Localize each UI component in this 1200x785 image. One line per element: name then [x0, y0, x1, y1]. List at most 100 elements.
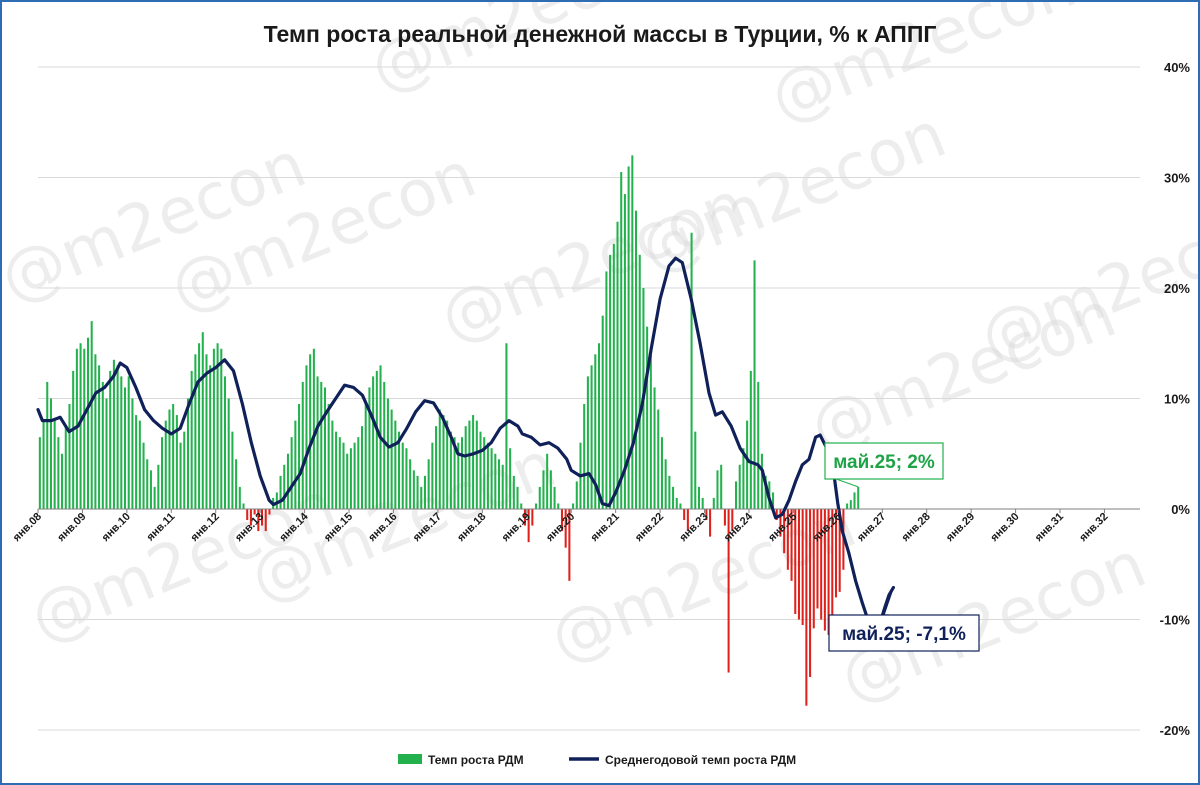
bar	[694, 431, 697, 509]
bar	[246, 509, 249, 521]
bar	[838, 509, 841, 592]
bar	[146, 459, 149, 509]
bar	[486, 442, 489, 509]
bar	[701, 497, 704, 509]
bar	[86, 337, 90, 509]
bar	[435, 426, 438, 510]
bar	[109, 370, 112, 510]
y-axis-ticks: -20% -10% 0% 10% 20% 30% 40%	[1160, 60, 1191, 738]
bar	[790, 509, 793, 581]
bar	[483, 437, 486, 509]
bar	[349, 448, 352, 509]
bar	[612, 243, 615, 510]
x-tick-label: янв.30	[988, 511, 1021, 544]
bar	[42, 420, 45, 509]
bar	[127, 376, 130, 509]
bar	[683, 509, 686, 521]
bar	[201, 332, 204, 509]
bar	[398, 431, 401, 509]
bar	[783, 509, 786, 554]
bar	[616, 221, 619, 509]
bar	[372, 376, 375, 509]
bar	[98, 365, 101, 509]
bar	[53, 420, 56, 509]
bar	[505, 343, 508, 509]
bar	[764, 475, 767, 509]
bar	[823, 509, 826, 631]
bar	[468, 420, 471, 509]
bar	[346, 453, 349, 509]
bar	[812, 509, 815, 629]
x-tick-label: янв.27	[855, 511, 888, 544]
y-tick-label: -10%	[1160, 613, 1191, 628]
bar	[279, 475, 282, 509]
annotation-label-green: май.25; 2%	[833, 452, 935, 473]
bar	[660, 437, 663, 509]
x-tick-label: янв.21	[588, 511, 621, 544]
bar	[401, 442, 404, 509]
legend-swatch-bars	[398, 754, 422, 764]
bar	[794, 509, 797, 614]
bar	[816, 509, 819, 609]
bar	[609, 254, 612, 509]
bar	[186, 398, 189, 509]
bar	[753, 260, 756, 510]
bar	[90, 321, 93, 509]
bar	[79, 343, 82, 509]
bar	[83, 348, 86, 509]
bar	[535, 503, 538, 509]
bar	[442, 415, 445, 509]
bar	[149, 470, 152, 509]
bar	[61, 453, 64, 509]
bar	[286, 453, 289, 509]
bar	[690, 232, 693, 509]
bar	[597, 343, 601, 509]
bar	[760, 453, 763, 509]
x-tick-label: янв.08	[11, 511, 44, 544]
bar	[227, 398, 230, 509]
bar	[757, 381, 760, 509]
bar	[464, 426, 467, 510]
x-tick-label: янв.28	[900, 511, 933, 544]
bar	[538, 486, 541, 509]
legend-label-bars: Темп роста РДМ	[428, 753, 524, 767]
bar	[420, 486, 423, 509]
bar	[161, 437, 164, 509]
bar	[786, 509, 789, 570]
x-tick-label: янв.20	[544, 511, 577, 544]
bar	[164, 420, 167, 509]
bar	[212, 348, 215, 509]
bar	[590, 365, 593, 509]
bar	[412, 470, 415, 509]
bar	[775, 509, 778, 521]
bar	[723, 509, 726, 526]
watermark-text: @m2econ	[360, 2, 686, 107]
bar	[657, 409, 660, 509]
bar	[834, 509, 838, 598]
bar	[223, 376, 227, 509]
bar	[309, 354, 312, 509]
bar	[253, 509, 256, 515]
bar	[357, 437, 360, 509]
bar	[209, 365, 212, 509]
bar	[386, 398, 389, 509]
bar	[431, 442, 434, 509]
bar	[105, 398, 108, 509]
bar	[527, 509, 530, 543]
bar	[831, 509, 834, 629]
bar	[749, 370, 752, 510]
bar	[316, 376, 319, 509]
annotation-box-green	[824, 442, 944, 480]
bar	[635, 210, 638, 509]
bar	[409, 459, 412, 509]
annotations: май.25; 2% май.25; -7,1%	[824, 442, 980, 652]
annotation-box-navy	[828, 614, 980, 652]
bar	[268, 509, 271, 515]
bar	[383, 381, 386, 509]
bar	[360, 426, 364, 510]
bar	[805, 509, 808, 706]
bar	[338, 437, 341, 509]
bar	[312, 348, 315, 509]
bar	[572, 503, 575, 509]
